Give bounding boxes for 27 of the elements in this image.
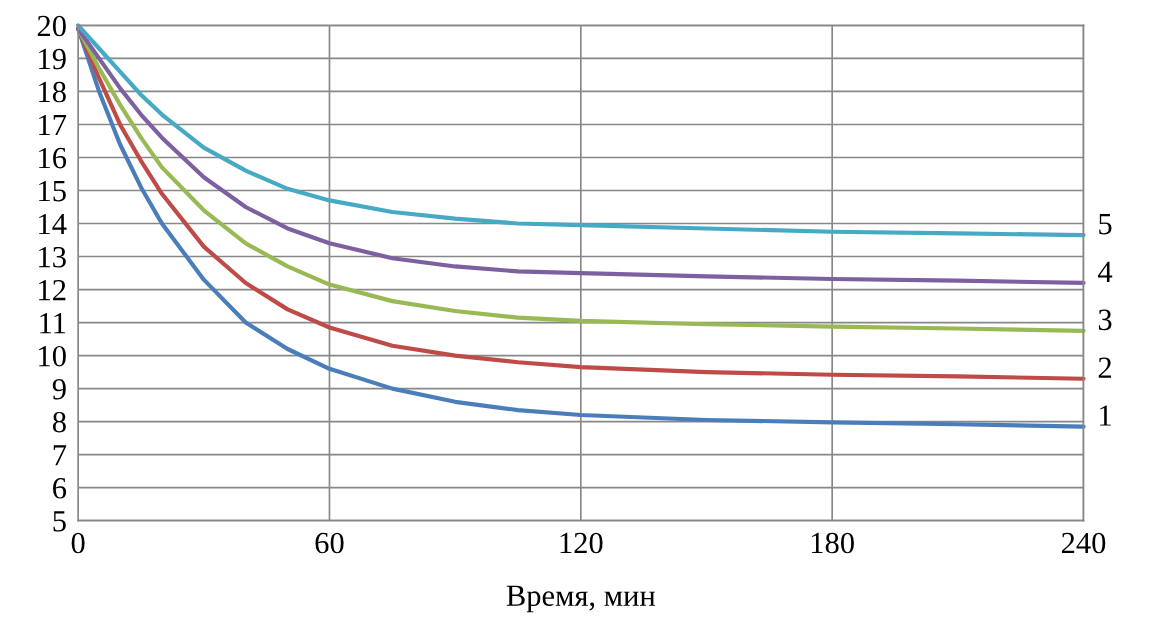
y-tick-label: 18 (39, 81, 66, 103)
x-tick-label: 0 (71, 532, 85, 554)
y-tick-label: 14 (39, 213, 67, 235)
y-tick-label: 5 (53, 511, 66, 532)
y-tick-label: 17 (39, 114, 67, 136)
y-tick-label: 19 (39, 48, 66, 70)
y-tick-label: 8 (52, 411, 66, 433)
series-label: 3 (1098, 309, 1112, 331)
x-tick-label: 120 (560, 532, 603, 554)
series-label: 5 (1099, 214, 1112, 235)
y-tick-label: 11 (40, 313, 66, 334)
y-tick-label: 13 (39, 246, 66, 268)
x-axis-title: Время, мин (506, 585, 656, 613)
y-tick-label: 6 (53, 478, 67, 499)
y-tick-label: 9 (52, 378, 66, 400)
y-tick-label: 10 (39, 345, 66, 367)
y-tick-label: 16 (39, 147, 67, 169)
x-tick-label: 240 (1061, 532, 1106, 554)
series-label: 2 (1098, 357, 1111, 378)
x-tick-label: 180 (811, 532, 854, 554)
y-tick-label: 15 (39, 180, 66, 202)
series-label: 4 (1097, 261, 1113, 282)
y-tick-label: 12 (39, 279, 66, 301)
y-tick-label: 7 (53, 445, 67, 466)
y-tick-label: 20 (37, 15, 66, 37)
x-tick-label: 60 (315, 532, 344, 554)
series-label: 1 (1100, 405, 1111, 426)
